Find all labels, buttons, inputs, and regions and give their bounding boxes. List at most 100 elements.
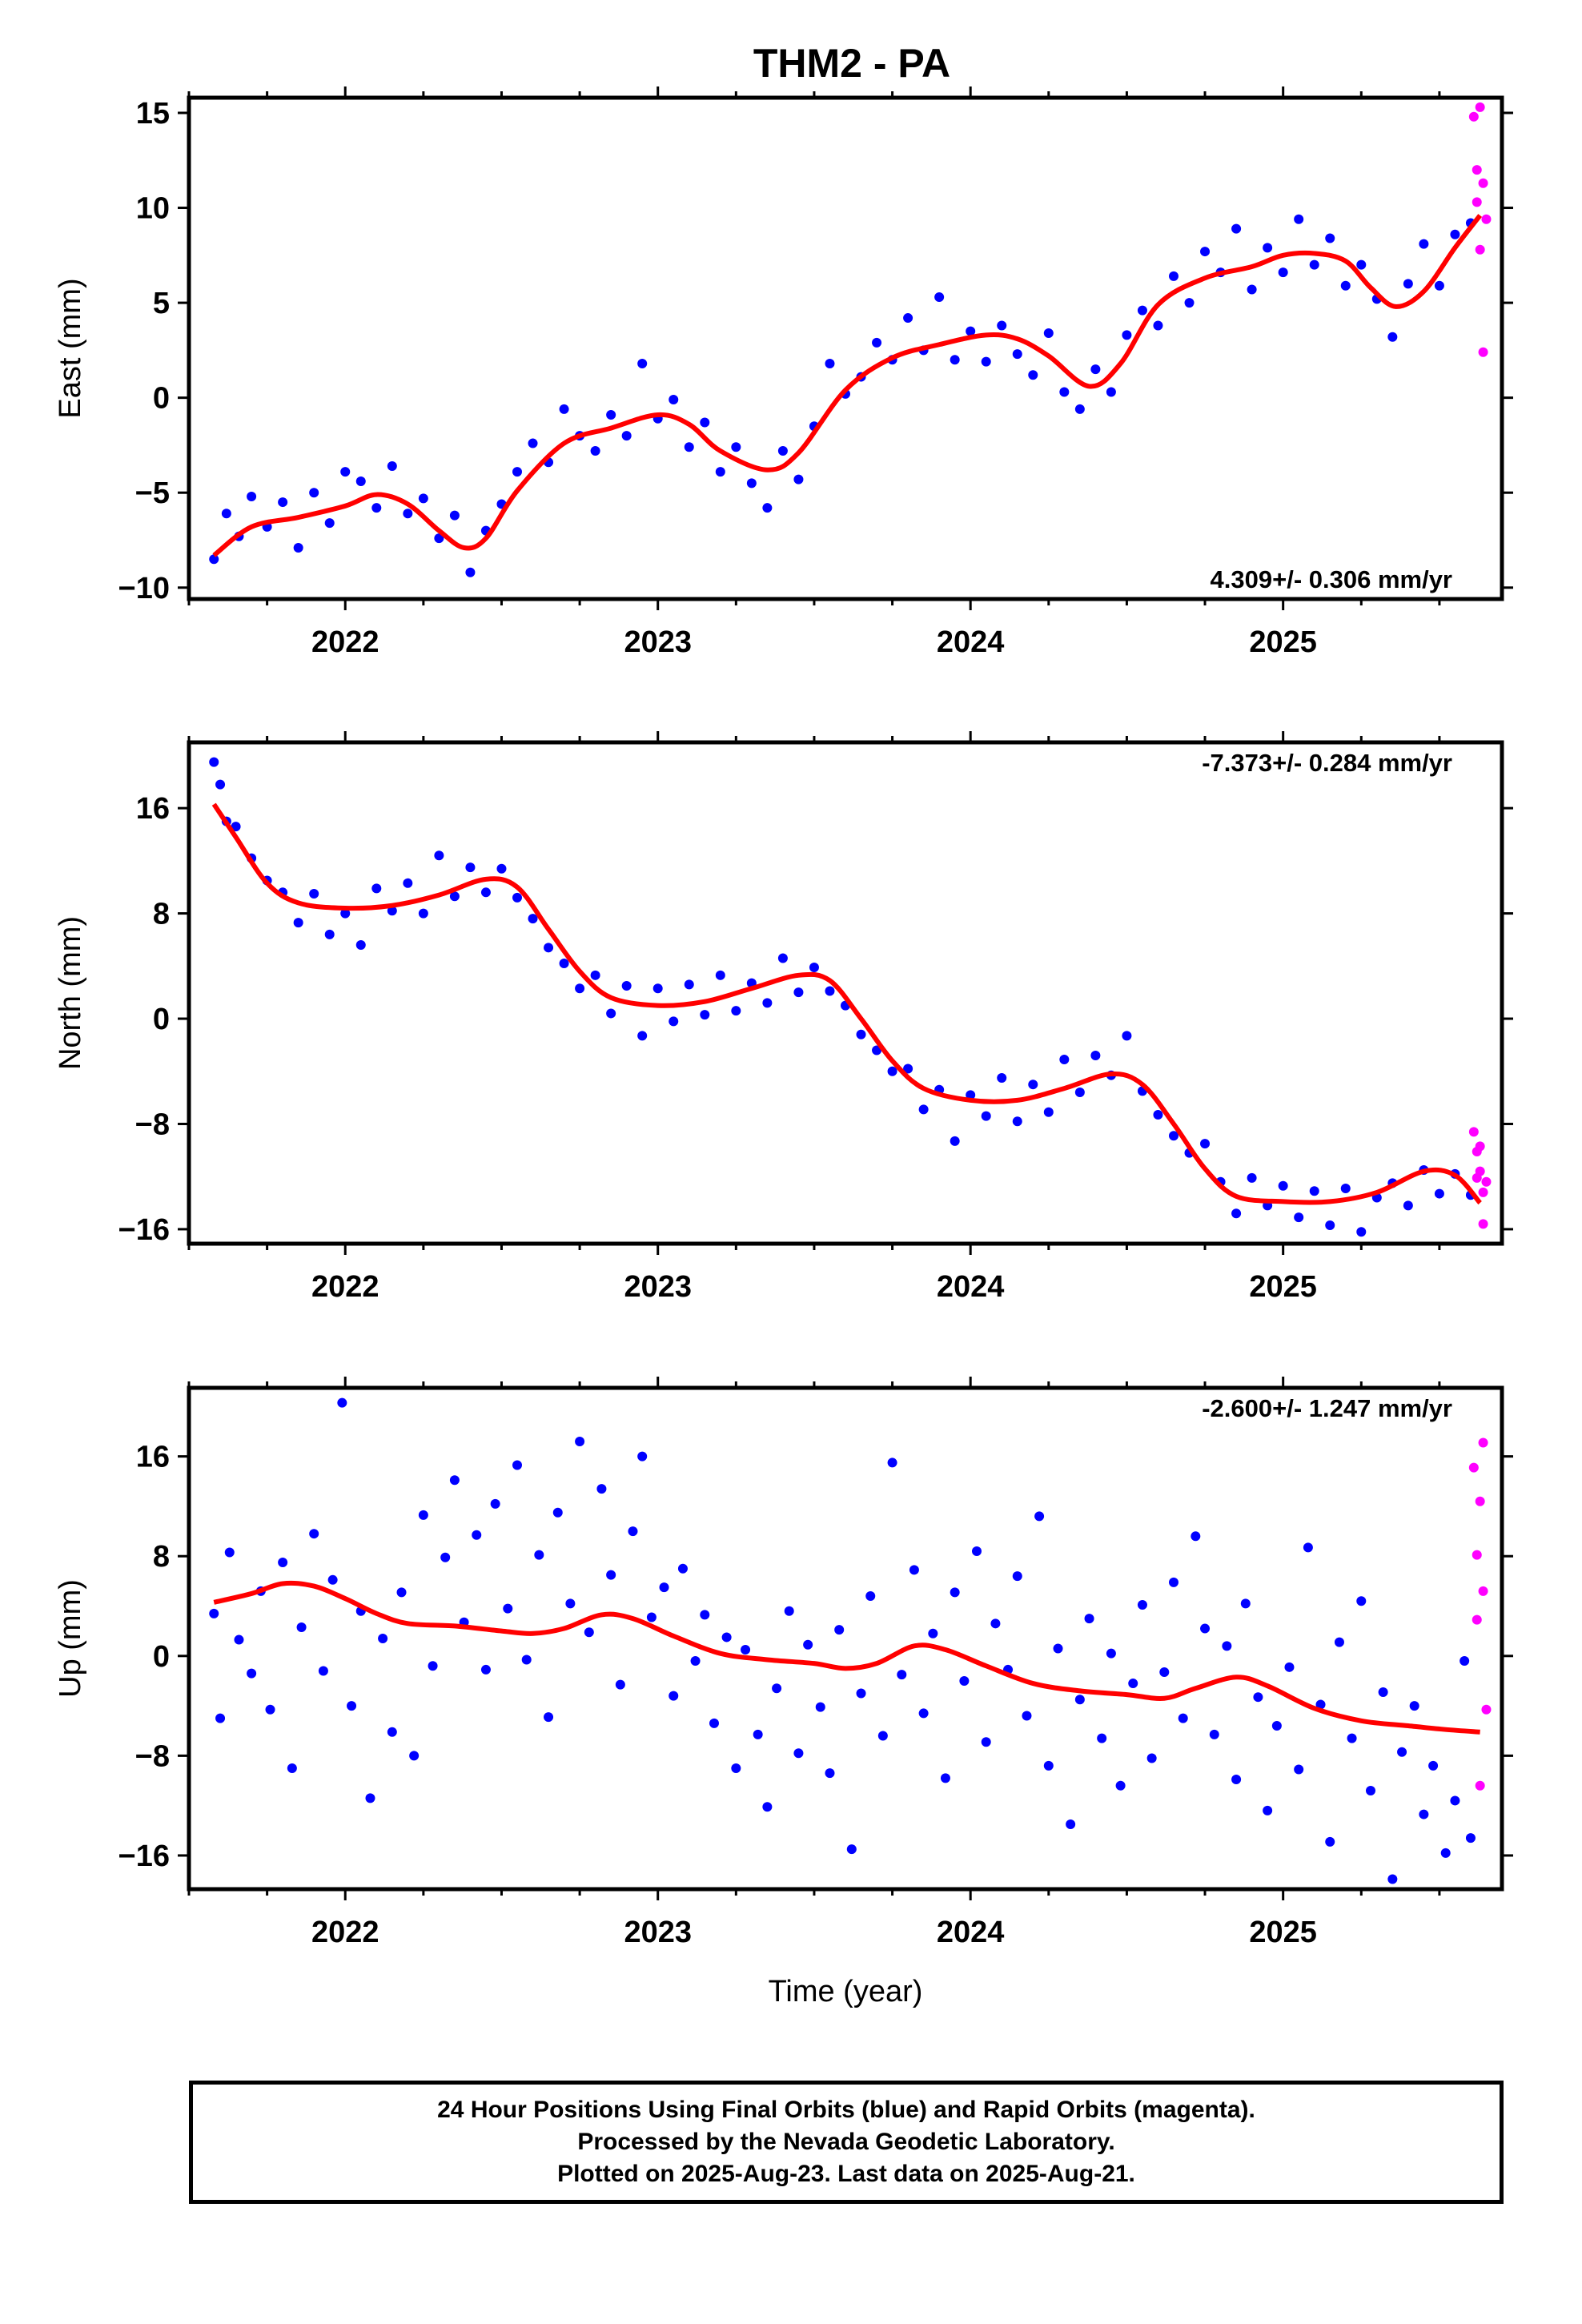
up-final-point bbox=[534, 1550, 544, 1560]
up-final-point bbox=[784, 1606, 794, 1616]
north-final-point bbox=[1122, 1031, 1132, 1041]
east-final-point bbox=[1074, 404, 1085, 414]
north-final-point bbox=[1090, 1051, 1101, 1061]
up-final-point bbox=[449, 1475, 460, 1486]
up-model-curve bbox=[213, 1580, 1480, 1735]
up-final-point bbox=[1303, 1542, 1313, 1553]
up-final-point bbox=[700, 1610, 710, 1620]
up-ytick-label: 0 bbox=[153, 1640, 170, 1674]
east-final-point bbox=[1309, 259, 1319, 270]
north-final-point bbox=[1325, 1220, 1335, 1230]
east-frame bbox=[187, 95, 1504, 601]
up-final-point bbox=[296, 1622, 307, 1632]
up-final-point bbox=[1066, 1819, 1076, 1830]
north-final-point bbox=[590, 970, 600, 980]
up-final-point bbox=[669, 1691, 679, 1701]
up-final-point bbox=[387, 1727, 397, 1737]
up-rapid-point bbox=[1472, 1550, 1482, 1560]
up-rapid-point bbox=[1475, 1780, 1485, 1791]
up-final-point bbox=[834, 1625, 845, 1635]
up-final-point bbox=[1294, 1764, 1304, 1775]
north-final-point bbox=[496, 863, 507, 874]
up-final-point bbox=[287, 1763, 297, 1773]
up-final-point bbox=[512, 1460, 522, 1470]
north-final-point bbox=[575, 983, 585, 994]
up-final-point bbox=[247, 1668, 257, 1679]
north-xtick-label: 2025 bbox=[1249, 1270, 1317, 1304]
up-ylabel: Up (mm) bbox=[54, 1579, 87, 1698]
up-final-point bbox=[1146, 1753, 1157, 1763]
east-final-point bbox=[793, 474, 804, 485]
panel-north: 16 8 0 −8 −16 2022 2023 2024 2025 North (mm) -7.37… bbox=[54, 731, 1513, 1304]
up-final-point bbox=[327, 1574, 338, 1585]
east-final-point bbox=[221, 509, 231, 519]
up-final-point bbox=[1460, 1656, 1470, 1667]
east-rapid-point bbox=[1475, 102, 1485, 112]
up-final-point bbox=[1387, 1874, 1398, 1884]
east-final-point bbox=[278, 497, 288, 508]
up-final-point bbox=[1440, 1848, 1451, 1858]
up-final-point bbox=[1397, 1747, 1407, 1757]
up-final-point bbox=[521, 1655, 532, 1665]
north-final-point bbox=[1278, 1180, 1288, 1191]
up-final-point bbox=[762, 1802, 773, 1812]
up-xtick-label: 2023 bbox=[624, 1916, 692, 1949]
north-final-point bbox=[209, 757, 219, 767]
north-final-point bbox=[528, 914, 538, 924]
up-final-point bbox=[972, 1546, 982, 1556]
up-final-point bbox=[606, 1570, 616, 1580]
up-final-point bbox=[1366, 1785, 1375, 1795]
footer-line-1: 24 Hour Positions Using Final Orbits (bl… bbox=[437, 2097, 1255, 2123]
up-final-point bbox=[1347, 1733, 1357, 1743]
north-final-point bbox=[809, 962, 819, 972]
up-rapid-point bbox=[1468, 1462, 1479, 1473]
north-final-point bbox=[387, 906, 397, 916]
east-rapid-point bbox=[1478, 347, 1488, 357]
panel-east: 15 10 5 0 −5 −10 2022 2023 2024 2025 East (mm) 4.30… bbox=[54, 86, 1513, 659]
north-rapid-point bbox=[1478, 1219, 1488, 1229]
north-final-point bbox=[1309, 1186, 1319, 1196]
east-rapid-point bbox=[1478, 178, 1488, 188]
up-final-point bbox=[1115, 1780, 1126, 1791]
north-final-point bbox=[512, 892, 522, 903]
chart-title: THM2 - PA bbox=[753, 41, 950, 86]
east-final-point bbox=[449, 510, 460, 521]
east-final-point bbox=[1340, 280, 1351, 291]
north-ytick-label: −8 bbox=[135, 1108, 170, 1141]
north-final-point bbox=[340, 908, 351, 919]
up-final-point bbox=[1022, 1711, 1032, 1721]
east-ytick-label: 10 bbox=[136, 192, 170, 226]
east-ytick-label: 5 bbox=[153, 287, 170, 320]
north-final-point bbox=[324, 929, 335, 939]
east-final-point bbox=[746, 478, 757, 489]
east-final-point bbox=[1090, 364, 1101, 375]
east-final-point bbox=[1184, 298, 1195, 308]
up-rate-label: -2.600+/- 1.247 mm/yr bbox=[1202, 1394, 1452, 1422]
north-final-point bbox=[715, 970, 725, 980]
up-final-point bbox=[1128, 1679, 1138, 1689]
east-final-point bbox=[434, 533, 444, 544]
up-final-point bbox=[347, 1701, 357, 1711]
east-final-point bbox=[1231, 223, 1242, 234]
up-plot-area bbox=[209, 1397, 1492, 1884]
up-final-point bbox=[209, 1608, 219, 1618]
north-rapid-point bbox=[1475, 1166, 1485, 1176]
up-final-point bbox=[825, 1768, 835, 1779]
up-final-point bbox=[856, 1688, 866, 1699]
up-final-point bbox=[1271, 1721, 1282, 1731]
east-final-point bbox=[1356, 259, 1367, 270]
up-rapid-point bbox=[1475, 1496, 1485, 1506]
up-final-point bbox=[1409, 1701, 1419, 1711]
east-final-point bbox=[387, 461, 397, 472]
up-final-point bbox=[1200, 1623, 1211, 1634]
up-final-point bbox=[721, 1632, 732, 1642]
east-final-point bbox=[903, 313, 913, 324]
east-final-point bbox=[559, 404, 569, 414]
east-xtick-label: 2023 bbox=[624, 625, 692, 659]
up-final-point bbox=[928, 1628, 938, 1638]
up-final-point bbox=[1284, 1662, 1295, 1672]
up-final-point bbox=[1263, 1805, 1273, 1815]
up-final-point bbox=[318, 1666, 328, 1676]
north-final-point bbox=[465, 862, 476, 873]
